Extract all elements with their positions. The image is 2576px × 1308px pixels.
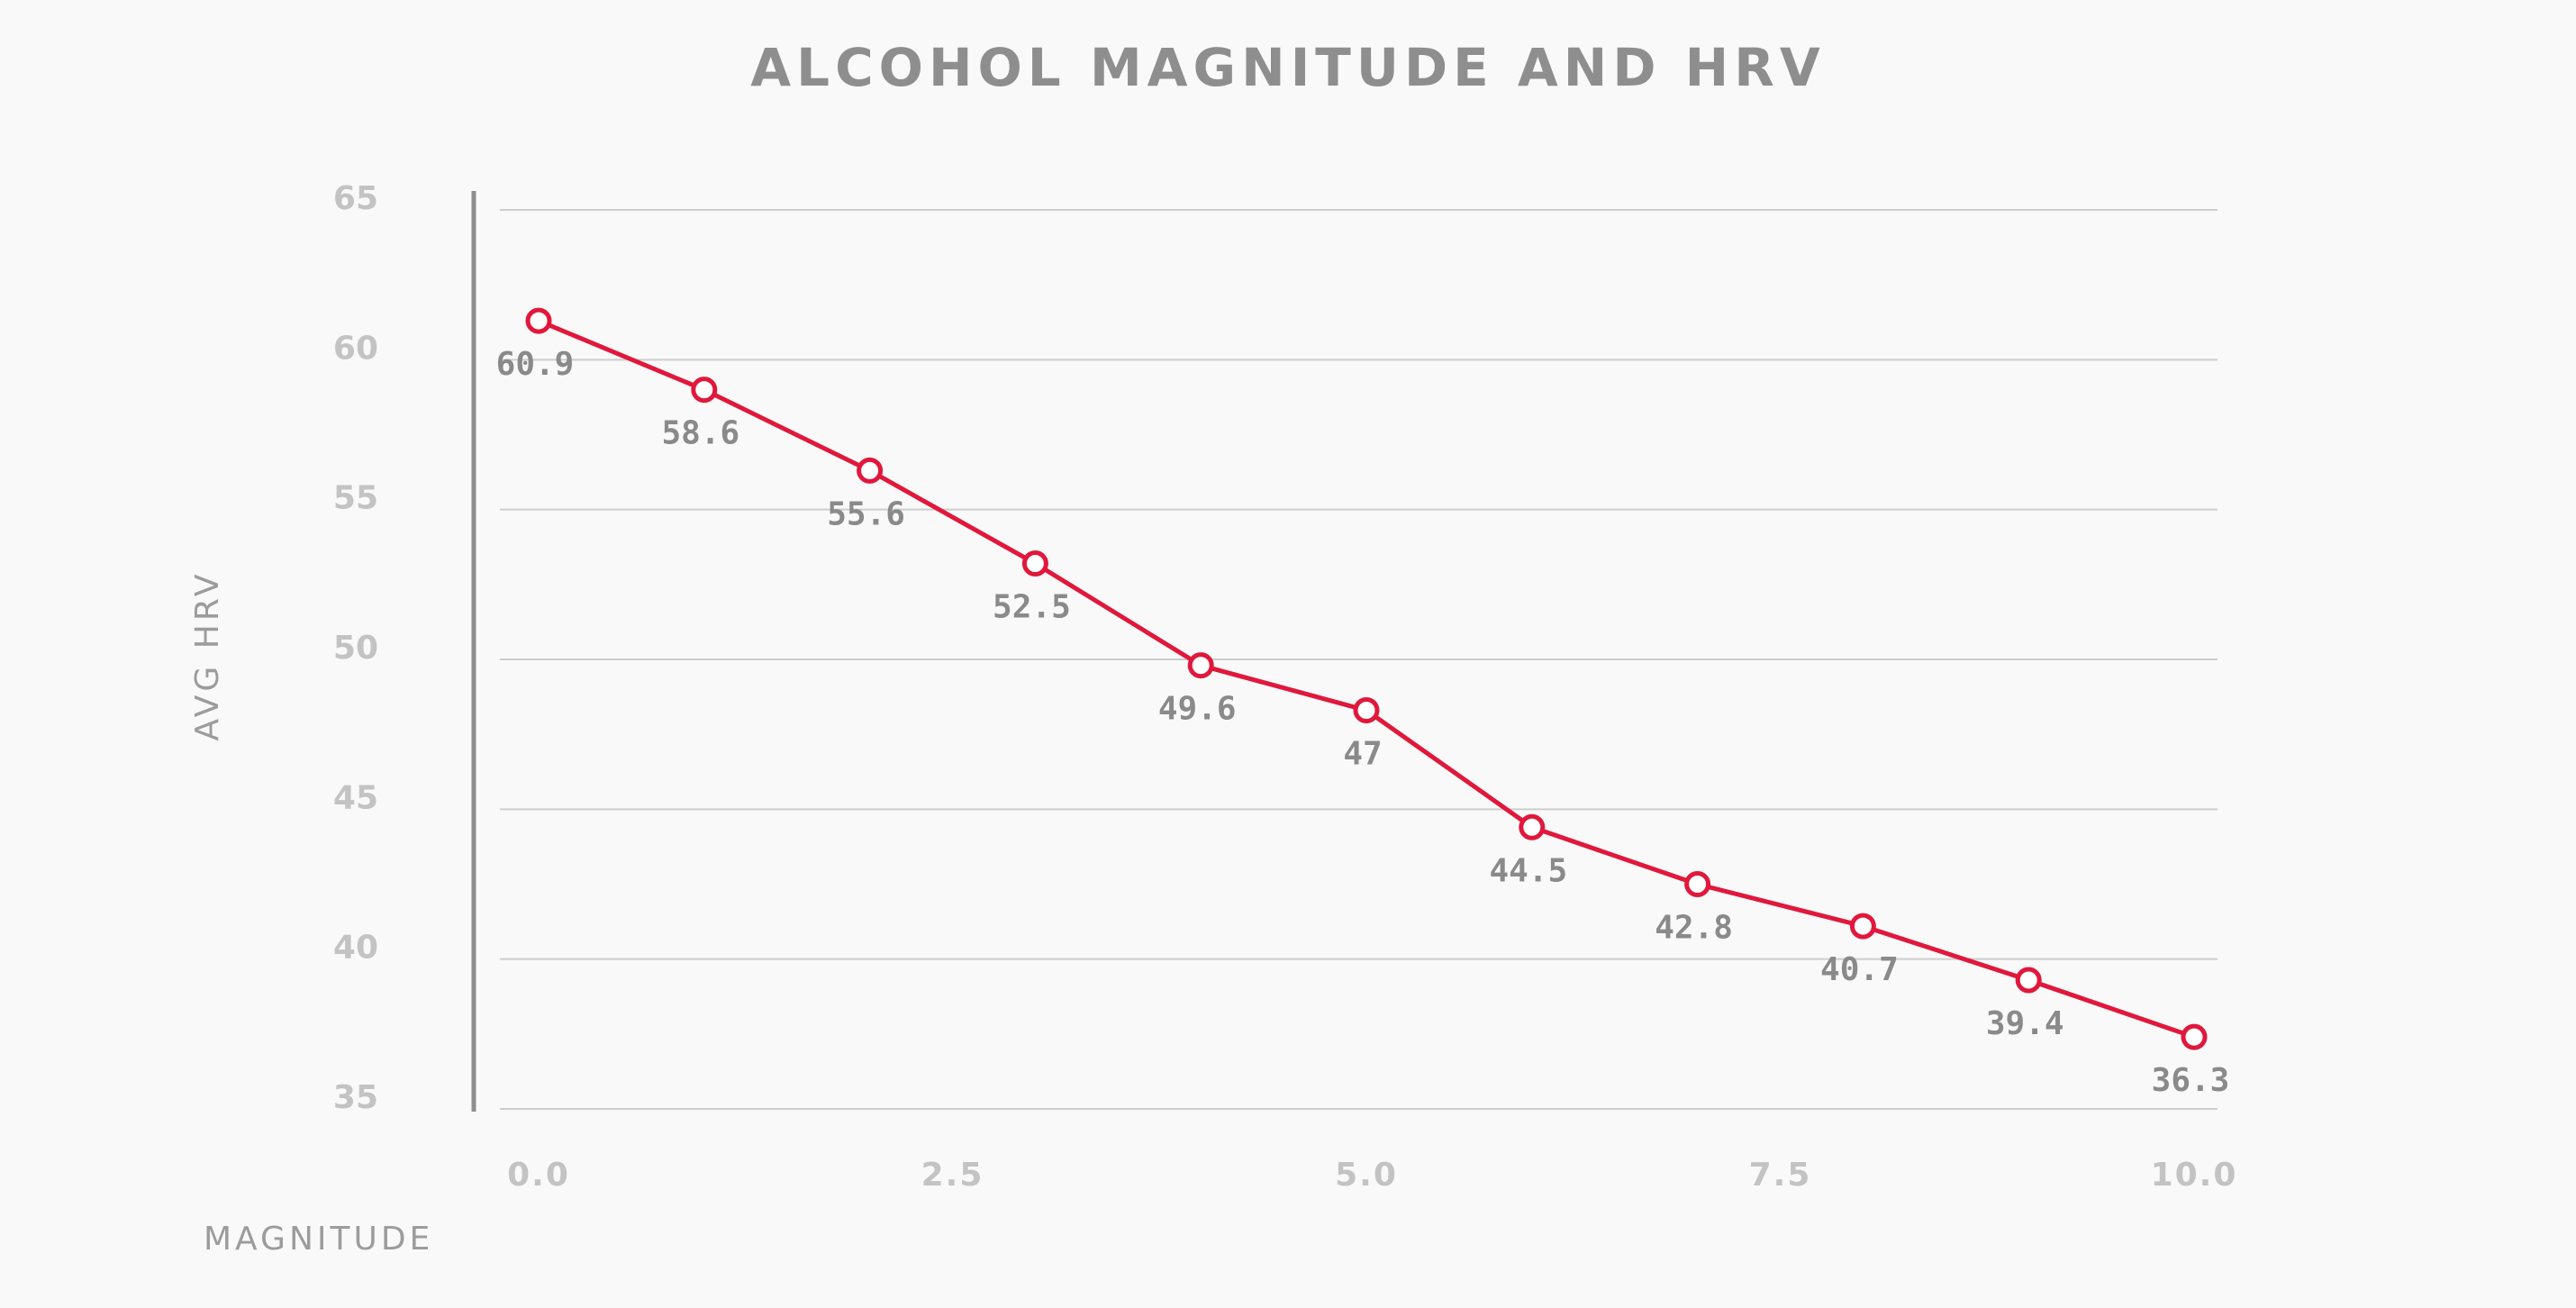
- data-label: 52.5: [993, 589, 1071, 626]
- data-label: 39.4: [1986, 1005, 2064, 1042]
- data-point: [1849, 913, 1876, 940]
- y-tick-label: 40: [333, 930, 378, 967]
- x-tick-label: 0.0: [507, 1157, 570, 1194]
- data-point: [1187, 652, 1214, 679]
- data-point: [1519, 813, 1546, 840]
- data-label: 36.3: [2152, 1062, 2230, 1099]
- y-tick-label: 45: [333, 779, 378, 816]
- data-point: [2181, 1023, 2208, 1050]
- x-tick-label: 7.5: [1749, 1157, 1812, 1194]
- y-tick-label: 50: [333, 630, 378, 667]
- data-point: [2015, 967, 2042, 994]
- data-label: 44.5: [1489, 852, 1567, 889]
- data-label: 42.8: [1655, 910, 1733, 947]
- data-label: 60.9: [496, 346, 575, 383]
- data-point: [1021, 550, 1048, 577]
- x-axis-label: MAGNITUDE: [204, 1221, 433, 1258]
- x-tick-labels: 0.0 2.5 5.0 7.5 10.0: [507, 1157, 2238, 1194]
- x-tick-label: 10.0: [2151, 1157, 2238, 1194]
- data-label: 55.6: [827, 495, 905, 532]
- y-axis-label: AVG HRV: [189, 570, 226, 740]
- data-point: [1684, 871, 1711, 897]
- data-label: 47: [1343, 736, 1382, 773]
- x-tick-label: 2.5: [921, 1157, 984, 1194]
- y-tick-label: 60: [333, 330, 378, 367]
- data-label: 40.7: [1820, 951, 1899, 988]
- y-tick-label: 55: [333, 480, 378, 517]
- gridlines: [500, 209, 2218, 1110]
- data-point: [1353, 697, 1380, 724]
- y-tick-labels: 35 40 45 50 55 60 65: [333, 180, 378, 1116]
- series-line: [538, 318, 2195, 1040]
- data-point: [857, 457, 884, 484]
- y-tick-label: 65: [333, 180, 378, 217]
- data-label: 49.6: [1158, 691, 1237, 728]
- chart-title: ALCOHOL MAGNITUDE AND HRV: [750, 37, 1826, 98]
- series-layer: 60.9 58.6 55.6 52.5 49.6 47 44.5 42.8 40.7 39.4 36…: [496, 307, 2230, 1099]
- data-point: [525, 307, 552, 334]
- data-label: 58.6: [661, 415, 739, 452]
- data-point: [691, 377, 718, 404]
- y-tick-label: 35: [333, 1079, 378, 1116]
- x-tick-label: 5.0: [1335, 1157, 1398, 1194]
